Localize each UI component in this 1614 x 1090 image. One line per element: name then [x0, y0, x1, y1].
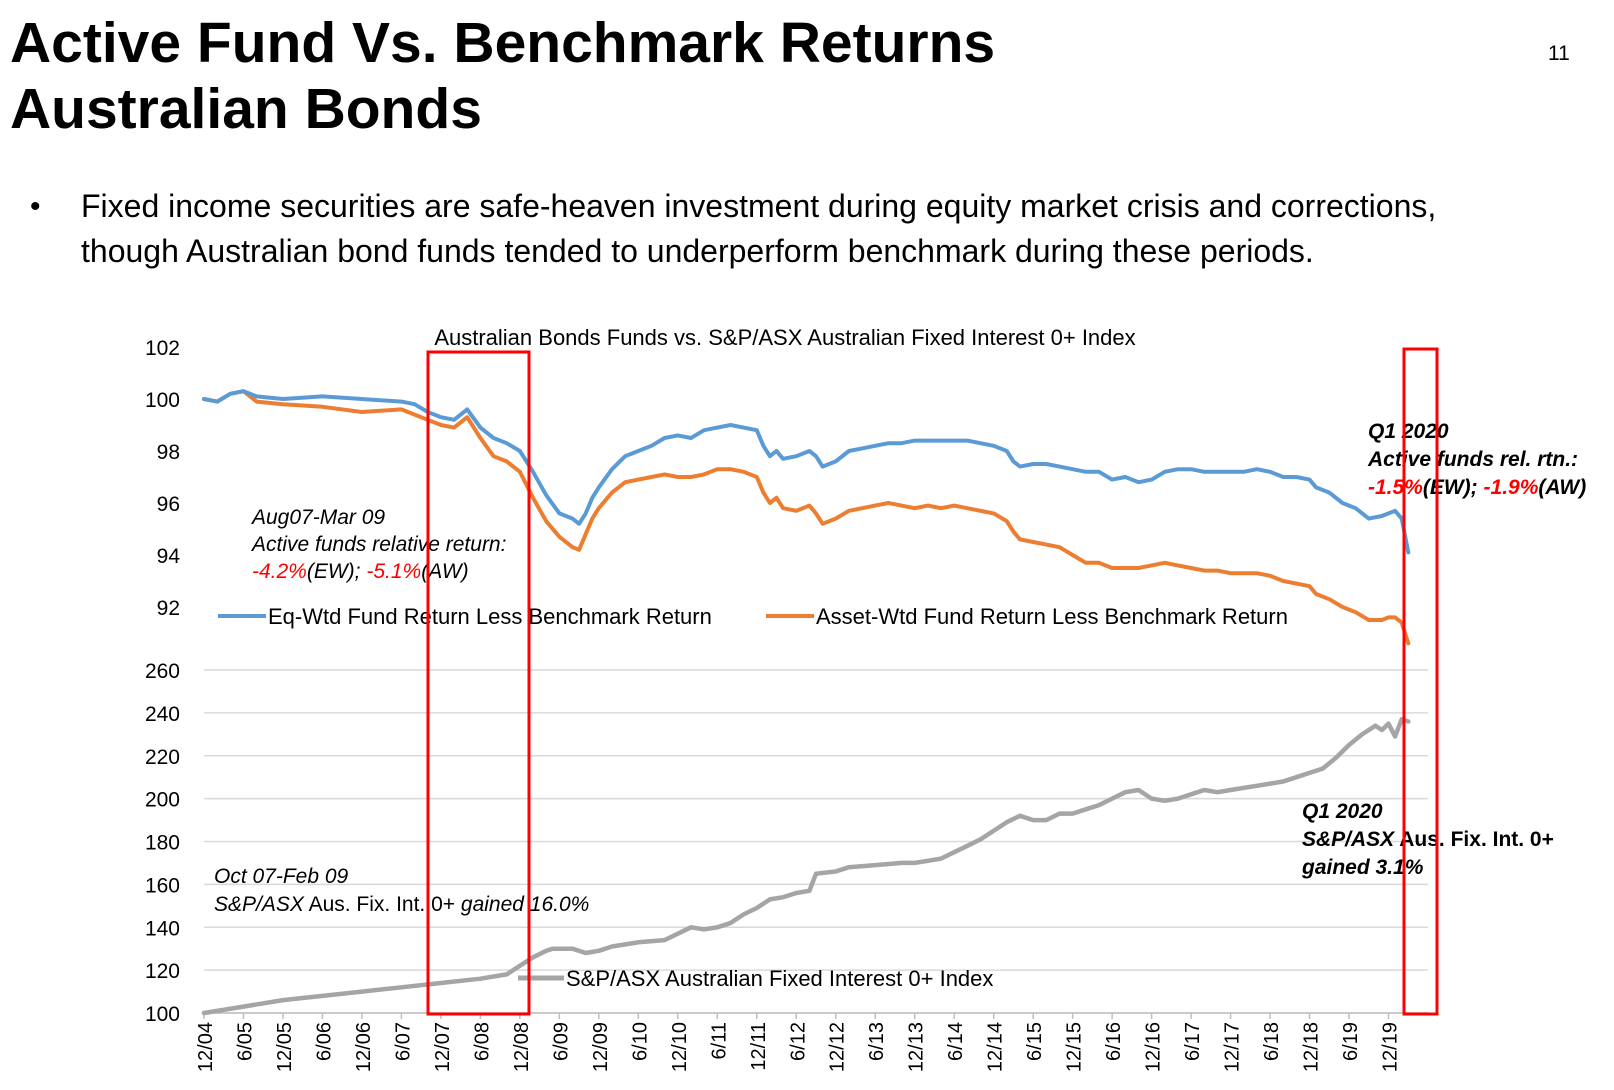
x-tick-label: 12/12 [827, 1022, 849, 1072]
x-tick-label: 6/06 [313, 1022, 335, 1061]
x-tick-label: 6/10 [629, 1022, 651, 1061]
annotation-aw-value: -5.1% [366, 560, 421, 583]
bullet-dot-icon: • [30, 190, 41, 223]
legend-index-label: S&P/ASX Australian Fixed Interest 0+ Ind… [566, 966, 993, 991]
annotation-index-name: S&P/ASX [214, 893, 305, 916]
x-tick-label: 12/08 [511, 1022, 533, 1072]
x-tick-label: 12/16 [1143, 1022, 1165, 1072]
annotation-index-line: S&P/ASX Aus. Fix. Int. 0+ [1302, 828, 1554, 851]
annotation-oct07-feb09: Oct 07-Feb 09 S&P/ASX Aus. Fix. Int. 0+ … [214, 865, 589, 916]
bottom-y-tick-label: 100 [145, 1003, 180, 1026]
x-tick-label: 6/08 [471, 1022, 493, 1061]
x-axis-labels: 12/04 6/05 12/05 6/06 12/06 6/07 12/07 6/08 12/0… [195, 1013, 1402, 1072]
annotation-values: -1.5%(EW); -1.9%(AW) [1368, 476, 1586, 499]
x-tick-label: 6/09 [550, 1022, 572, 1061]
x-tick-label: 6/12 [787, 1022, 809, 1061]
x-tick-label: 6/16 [1103, 1022, 1125, 1061]
x-tick-label: 6/17 [1182, 1022, 1204, 1061]
x-tick-label: 12/05 [274, 1022, 296, 1072]
bottom-y-tick-label: 160 [145, 874, 180, 897]
x-tick-label: 6/13 [866, 1022, 888, 1061]
bottom-chart-y-axis: 260 240 220 200 180 160 140 120 100 [145, 660, 180, 1026]
x-tick-label: 12/07 [432, 1022, 454, 1072]
asset-wtd-series-line [202, 389, 1411, 646]
x-tick-label: 6/18 [1261, 1022, 1283, 1061]
bottom-y-tick-label: 200 [145, 789, 180, 812]
x-tick-label: 12/14 [985, 1022, 1007, 1072]
top-y-tick-label: 96 [157, 493, 180, 516]
bottom-y-tick-label: 240 [145, 703, 180, 726]
top-chart-y-axis: 102 100 98 96 94 92 [145, 337, 180, 620]
annotation-gain-value: gained 3.1% [1301, 856, 1424, 879]
x-tick-label: 12/11 [748, 1022, 770, 1071]
x-tick-label: 12/19 [1380, 1022, 1402, 1072]
x-tick-label: 12/17 [1222, 1022, 1244, 1072]
x-tick-label: 6/19 [1340, 1022, 1362, 1061]
bullet-text: Fixed income securities are safe-heaven … [81, 188, 1437, 269]
bottom-y-tick-label: 140 [145, 917, 180, 940]
top-y-tick-label: 94 [157, 545, 181, 568]
x-tick-label: 12/10 [669, 1022, 691, 1072]
top-chart-title: Australian Bonds Funds vs. S&P/ASX Austr… [434, 325, 1135, 350]
annotation-index-name: S&P/ASX [1302, 828, 1396, 851]
legend-asset-wtd-label: Asset-Wtd Fund Return Less Benchmark Ret… [816, 604, 1288, 629]
annotation-aw-label: (AW) [1538, 476, 1586, 499]
slide-title: Active Fund Vs. Benchmark Returns Austra… [10, 10, 995, 142]
annotation-aug07-mar09: Aug07-Mar 09 Active funds relative retur… [250, 506, 506, 583]
eq-wtd-series-line [202, 389, 1411, 555]
bottom-y-tick-label: 260 [145, 660, 180, 683]
annotation-ew-label: (EW); [1423, 476, 1484, 499]
slide-title-line-2: Australian Bonds [10, 77, 482, 141]
annotation-period: Oct 07-Feb 09 [214, 865, 349, 888]
slide-title-line-1: Active Fund Vs. Benchmark Returns [10, 11, 996, 75]
top-chart-legend: Eq-Wtd Fund Return Less Benchmark Return… [218, 604, 1288, 629]
bottom-chart-legend: S&P/ASX Australian Fixed Interest 0+ Ind… [518, 966, 993, 991]
index-series-line [201, 717, 1411, 1016]
bottom-y-tick-label: 180 [145, 832, 180, 855]
bottom-chart-gridlines [204, 669, 1428, 1014]
annotation-gain-value: gained 16.0% [461, 893, 589, 916]
x-tick-label: 12/18 [1301, 1022, 1323, 1072]
top-y-tick-label: 102 [145, 337, 180, 360]
x-tick-label: 12/06 [353, 1022, 375, 1072]
bottom-y-tick-label: 220 [145, 746, 180, 769]
legend-eq-wtd-label: Eq-Wtd Fund Return Less Benchmark Return [268, 604, 712, 629]
x-tick-label: 6/14 [945, 1022, 967, 1061]
top-y-tick-label: 98 [157, 441, 180, 464]
annotation-ew-value: -4.2% [252, 560, 307, 583]
annotation-period: Q1 2020 [1302, 800, 1383, 823]
annotation-index-desc: Aus. Fix. Int. 0+ [1394, 828, 1554, 851]
annotation-aw-value: -1.9% [1484, 476, 1539, 499]
annotation-period: Q1 2020 [1368, 420, 1449, 443]
annotation-values: -4.2%(EW); -5.1%(AW) [252, 560, 469, 583]
x-tick-label: 12/09 [590, 1022, 612, 1072]
x-tick-label: 6/11 [708, 1022, 730, 1059]
bottom-y-tick-label: 120 [145, 960, 180, 983]
top-y-tick-label: 100 [145, 389, 180, 412]
annotation-q1-2020-active: Q1 2020 Active funds rel. rtn.: -1.5%(EW… [1367, 420, 1586, 499]
highlight-box-gfc [426, 350, 531, 1016]
x-tick-label: 12/13 [906, 1022, 928, 1072]
highlight-box-q1-2020 [1402, 347, 1439, 1016]
annotation-period: Aug07-Mar 09 [250, 506, 385, 529]
annotation-q1-2020-index: Q1 2020 S&P/ASX Aus. Fix. Int. 0+ gained… [1301, 800, 1554, 879]
annotation-ew-value: -1.5% [1368, 476, 1423, 499]
x-tick-label: 12/04 [195, 1022, 217, 1072]
series-lines [201, 389, 1411, 1016]
x-tick-label: 6/15 [1024, 1022, 1046, 1061]
x-tick-label: 6/05 [234, 1022, 256, 1061]
x-tick-label: 6/07 [392, 1022, 414, 1061]
top-y-tick-label: 92 [157, 597, 180, 620]
x-tick-label: 12/15 [1064, 1022, 1086, 1072]
annotation-ew-label: (EW); [307, 560, 366, 583]
annotation-index-desc: Aus. Fix. Int. 0+ [304, 893, 461, 916]
annotation-gain: S&P/ASX Aus. Fix. Int. 0+ gained 16.0% [214, 893, 589, 916]
annotation-aw-label: (AW) [421, 560, 468, 583]
annotation-subtitle: Active funds rel. rtn.: [1367, 448, 1578, 471]
page-number: 11 [1548, 42, 1570, 65]
annotation-subtitle: Active funds relative return: [250, 533, 506, 556]
